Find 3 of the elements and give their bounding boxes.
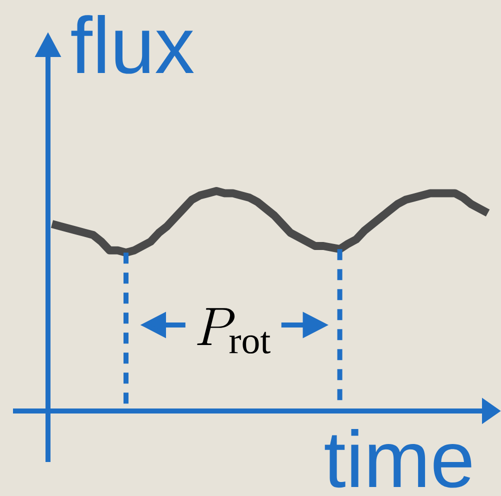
x-axis-title: time [324, 429, 472, 488]
y-axis-title: flux [71, 15, 194, 74]
annotation: $P_{\mathrm{rot}}$ [197, 308, 270, 354]
